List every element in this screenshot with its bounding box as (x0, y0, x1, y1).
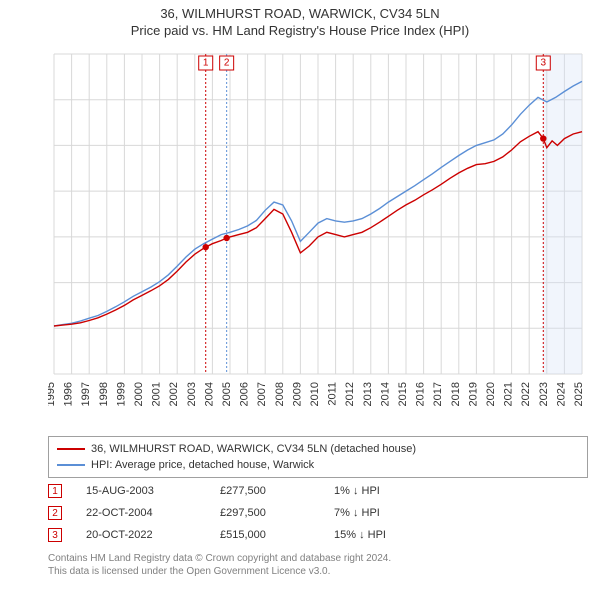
x-tick-label: 2018 (450, 382, 462, 406)
x-tick-label: 2025 (573, 382, 585, 406)
x-tick-label: 2015 (397, 382, 409, 406)
transaction-table: 1 15-AUG-2003 £277,500 1% ↓ HPI 2 22-OCT-2004… (48, 480, 588, 546)
transaction-dot (540, 135, 546, 141)
transaction-row: 2 22-OCT-2004 £297,500 7% ↓ HPI (48, 502, 588, 524)
transaction-diff: 1% ↓ HPI (334, 485, 444, 497)
figure-footer: Contains HM Land Registry data © Crown c… (48, 552, 588, 578)
x-tick-label: 2008 (274, 382, 286, 406)
x-tick-label: 2007 (256, 382, 268, 406)
x-tick-label: 2023 (538, 382, 550, 406)
x-tick-label: 2024 (555, 382, 567, 406)
legend-label: HPI: Average price, detached house, Warw… (91, 459, 314, 471)
transaction-price: £515,000 (220, 529, 310, 541)
x-tick-label: 2017 (432, 382, 444, 406)
transaction-dot (223, 235, 229, 241)
figure-container: 36, WILMHURST ROAD, WARWICK, CV34 5LN Pr… (0, 0, 600, 590)
legend-swatch (57, 448, 85, 450)
x-tick-label: 2013 (362, 382, 374, 406)
y-tick-label: £100K (48, 323, 49, 335)
x-tick-label: 2021 (503, 382, 515, 406)
x-tick-label: 2005 (221, 382, 233, 406)
transaction-row: 3 20-OCT-2022 £515,000 15% ↓ HPI (48, 524, 588, 546)
y-tick-label: £300K (48, 232, 49, 244)
transaction-number-box: 2 (48, 506, 62, 520)
y-tick-label: £600K (48, 95, 49, 107)
y-tick-label: £200K (48, 278, 49, 290)
transaction-number-box: 3 (48, 528, 62, 542)
transaction-price: £277,500 (220, 485, 310, 497)
transaction-date: 22-OCT-2004 (86, 507, 196, 519)
transaction-date: 20-OCT-2022 (86, 529, 196, 541)
chart-title-main: 36, WILMHURST ROAD, WARWICK, CV34 5LN (0, 0, 600, 21)
x-tick-label: 1997 (80, 382, 92, 406)
x-tick-label: 2022 (520, 382, 532, 406)
transaction-diff: 7% ↓ HPI (334, 507, 444, 519)
x-tick-label: 2006 (239, 382, 251, 406)
y-tick-label: £700K (48, 49, 49, 61)
transaction-diff: 15% ↓ HPI (334, 529, 444, 541)
transaction-price: £297,500 (220, 507, 310, 519)
transaction-number-box: 1 (48, 484, 62, 498)
transaction-marker-number: 3 (540, 58, 546, 69)
x-tick-label: 2009 (291, 382, 303, 406)
x-tick-label: 2004 (203, 382, 215, 406)
transaction-marker-number: 2 (224, 58, 230, 69)
transaction-marker-number: 1 (203, 58, 209, 69)
x-tick-label: 1999 (115, 382, 127, 406)
transaction-date: 15-AUG-2003 (86, 485, 196, 497)
x-tick-label: 2010 (309, 382, 321, 406)
forecast-band (543, 54, 582, 374)
x-tick-label: 2016 (415, 382, 427, 406)
x-tick-label: 2019 (467, 382, 479, 406)
footer-line-1: Contains HM Land Registry data © Crown c… (48, 552, 588, 565)
x-tick-label: 2003 (186, 382, 198, 406)
x-tick-label: 2020 (485, 382, 497, 406)
legend-label: 36, WILMHURST ROAD, WARWICK, CV34 5LN (d… (91, 443, 416, 455)
legend-row: HPI: Average price, detached house, Warw… (57, 457, 579, 473)
x-tick-label: 2002 (168, 382, 180, 406)
x-tick-label: 2014 (379, 382, 391, 406)
x-tick-label: 2012 (344, 382, 356, 406)
x-tick-label: 2001 (151, 382, 163, 406)
x-tick-label: 2011 (327, 382, 339, 406)
transaction-dot (203, 244, 209, 250)
y-tick-label: £500K (48, 140, 49, 152)
y-tick-label: £400K (48, 186, 49, 198)
legend: 36, WILMHURST ROAD, WARWICK, CV34 5LN (d… (48, 436, 588, 478)
chart-title-sub: Price paid vs. HM Land Registry's House … (0, 21, 600, 38)
x-tick-label: 2000 (133, 382, 145, 406)
footer-line-2: This data is licensed under the Open Gov… (48, 565, 588, 578)
line-chart: £0£100K£200K£300K£400K£500K£600K£700K199… (48, 48, 588, 428)
x-tick-label: 1998 (98, 382, 110, 406)
legend-swatch (57, 464, 85, 466)
transaction-row: 1 15-AUG-2003 £277,500 1% ↓ HPI (48, 480, 588, 502)
legend-row: 36, WILMHURST ROAD, WARWICK, CV34 5LN (d… (57, 441, 579, 457)
x-tick-label: 1995 (48, 382, 57, 406)
x-tick-label: 1996 (63, 382, 75, 406)
